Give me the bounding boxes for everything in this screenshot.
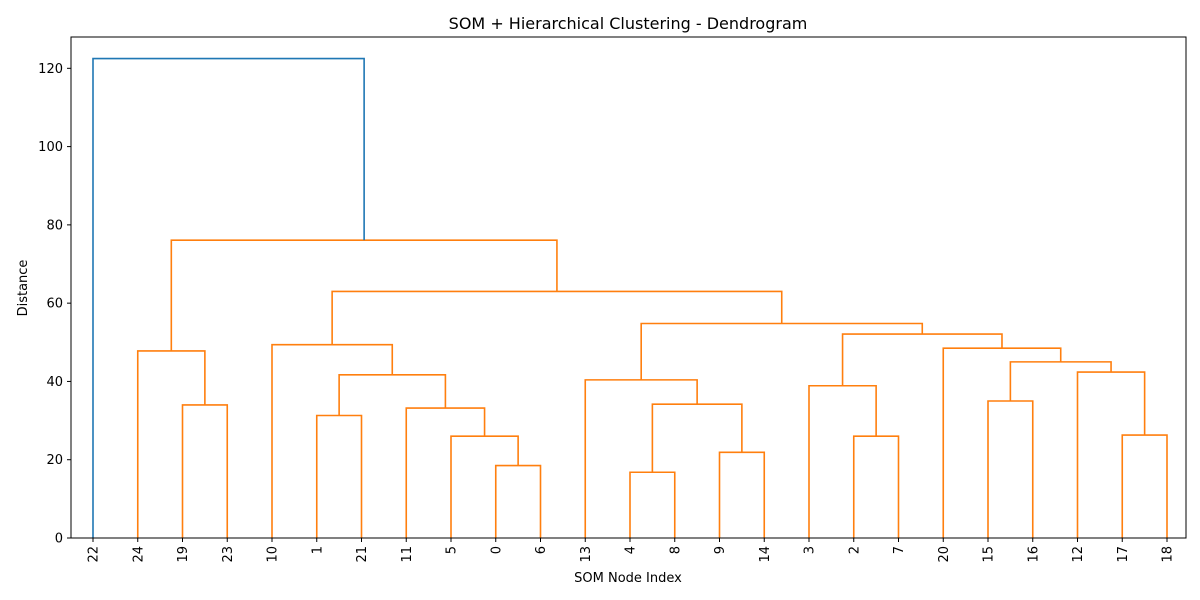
x-tick-label-15: 15: [982, 546, 997, 563]
x-tick-label-8: 8: [668, 546, 683, 554]
dendrogram-link-M: [852, 435, 900, 538]
dendrogram-link-F: [271, 343, 394, 538]
x-tick-label-22: 22: [87, 546, 102, 563]
x-tick-label-21: 21: [355, 546, 370, 563]
x-tick-label-20: 20: [937, 546, 952, 563]
y-tick-label-120: 120: [38, 62, 63, 77]
y-tick-label-100: 100: [38, 140, 63, 155]
dendrogram-link-R: [1009, 361, 1112, 402]
x-tick-label-5: 5: [445, 546, 460, 554]
y-tick-label-80: 80: [46, 218, 63, 233]
dendrogram-link-O: [987, 400, 1034, 538]
x-tick-label-10: 10: [266, 546, 281, 563]
dendrogram-link-E: [338, 373, 447, 416]
x-tick-label-24: 24: [131, 546, 146, 563]
dendrogram-link-J: [718, 451, 766, 538]
x-tick-label-11: 11: [400, 546, 415, 563]
x-tick-label-12: 12: [1071, 546, 1086, 563]
dendrogram-links: [92, 57, 1168, 538]
y-axis-label: Distance: [16, 260, 31, 317]
x-tick-label-23: 23: [221, 546, 236, 563]
x-axis: 22 24 19 23 10 1 21 11 5 0 6 13 4 8 9 14 3 2 7 20 15 16 12 17 18: [87, 538, 1176, 563]
x-tick-label-3: 3: [803, 546, 818, 554]
x-tick-label-19: 19: [176, 546, 191, 563]
x-tick-label-16: 16: [1026, 546, 1041, 563]
dendrogram-link-U: [640, 322, 924, 380]
x-tick-label-9: 9: [713, 546, 728, 554]
dendrogram-link-W: [170, 239, 558, 351]
y-tick-label-0: 0: [55, 532, 63, 547]
dendrogram-link-L: [584, 379, 698, 538]
dendrogram-link-V: [331, 290, 783, 345]
dendrogram-link-A: [494, 464, 542, 538]
dendrogram-link-Q: [1076, 371, 1146, 538]
dendrogram-link-C: [405, 407, 486, 538]
x-tick-label-4: 4: [624, 546, 639, 554]
dendrogram-link-I: [629, 471, 676, 538]
x-tick-label-7: 7: [892, 546, 907, 554]
y-tick-label-60: 60: [46, 297, 63, 312]
x-tick-label-1: 1: [310, 546, 325, 554]
chart-title: SOM + Hierarchical Clustering - Dendrogr…: [449, 14, 808, 33]
plot-frame: [70, 36, 1187, 539]
x-tick-label-13: 13: [579, 546, 594, 563]
x-tick-label-2: 2: [847, 546, 862, 554]
dendrogram-link-B: [450, 435, 519, 538]
dendrogram-link-G: [181, 404, 229, 538]
dendrogram-link-X: [92, 57, 365, 538]
dendrogram-link-T: [841, 333, 1003, 386]
dendrogram-link-S: [942, 347, 1062, 538]
y-tick-label-40: 40: [46, 375, 63, 390]
dendrogram-link-P: [1121, 434, 1168, 538]
dendrogram-link-H: [136, 350, 206, 538]
y-tick-label-20: 20: [46, 453, 63, 468]
x-tick-label-0: 0: [489, 546, 504, 554]
x-tick-label-14: 14: [758, 546, 773, 563]
x-axis-label: SOM Node Index: [574, 571, 682, 586]
dendrogram-link-N: [808, 384, 877, 538]
x-tick-label-17: 17: [1116, 546, 1131, 563]
dendrogram-link-D: [315, 414, 363, 538]
x-tick-label-6: 6: [534, 546, 549, 554]
dendrogram-link-K: [651, 403, 743, 473]
x-tick-label-18: 18: [1161, 546, 1176, 563]
y-axis: 0 20 40 60 80 100 120: [38, 62, 71, 547]
